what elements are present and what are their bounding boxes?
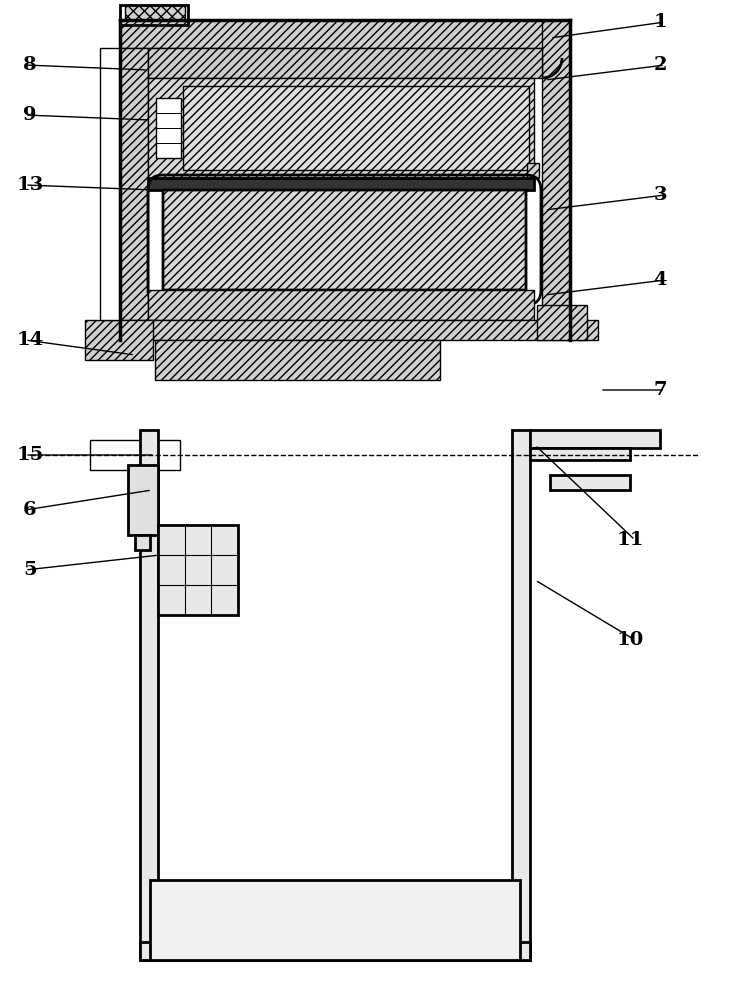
Text: 5: 5: [24, 561, 37, 579]
Bar: [530, 430, 660, 448]
Text: 8: 8: [24, 56, 37, 74]
Bar: [148, 48, 542, 78]
Bar: [537, 305, 587, 340]
Bar: [120, 48, 148, 328]
Bar: [150, 880, 520, 960]
Text: 14: 14: [16, 331, 43, 349]
Bar: [140, 942, 530, 960]
Bar: [128, 465, 158, 535]
Bar: [163, 190, 526, 290]
Text: 4: 4: [653, 271, 667, 289]
FancyBboxPatch shape: [163, 190, 526, 290]
Bar: [120, 20, 570, 48]
Bar: [90, 440, 180, 470]
Text: 10: 10: [617, 631, 644, 649]
Bar: [527, 163, 539, 178]
Bar: [125, 5, 185, 20]
Bar: [550, 475, 630, 490]
Text: 3: 3: [653, 186, 667, 204]
Text: 2: 2: [653, 56, 667, 74]
Bar: [148, 178, 534, 190]
Bar: [148, 290, 534, 320]
Bar: [135, 535, 150, 550]
Bar: [156, 98, 181, 158]
Text: 6: 6: [24, 501, 37, 519]
Bar: [155, 340, 440, 380]
Bar: [158, 525, 238, 615]
Bar: [120, 5, 188, 25]
Bar: [140, 430, 158, 960]
Text: 15: 15: [16, 446, 43, 464]
Text: 1: 1: [653, 13, 667, 31]
Bar: [542, 20, 570, 330]
Bar: [85, 320, 153, 360]
Text: 9: 9: [24, 106, 37, 124]
Text: 13: 13: [16, 176, 43, 194]
Text: 11: 11: [616, 531, 644, 549]
Bar: [148, 78, 534, 178]
Text: 7: 7: [653, 381, 667, 399]
Bar: [512, 430, 530, 960]
Bar: [120, 320, 598, 340]
Bar: [530, 448, 630, 460]
Bar: [100, 48, 120, 320]
Bar: [183, 86, 529, 170]
